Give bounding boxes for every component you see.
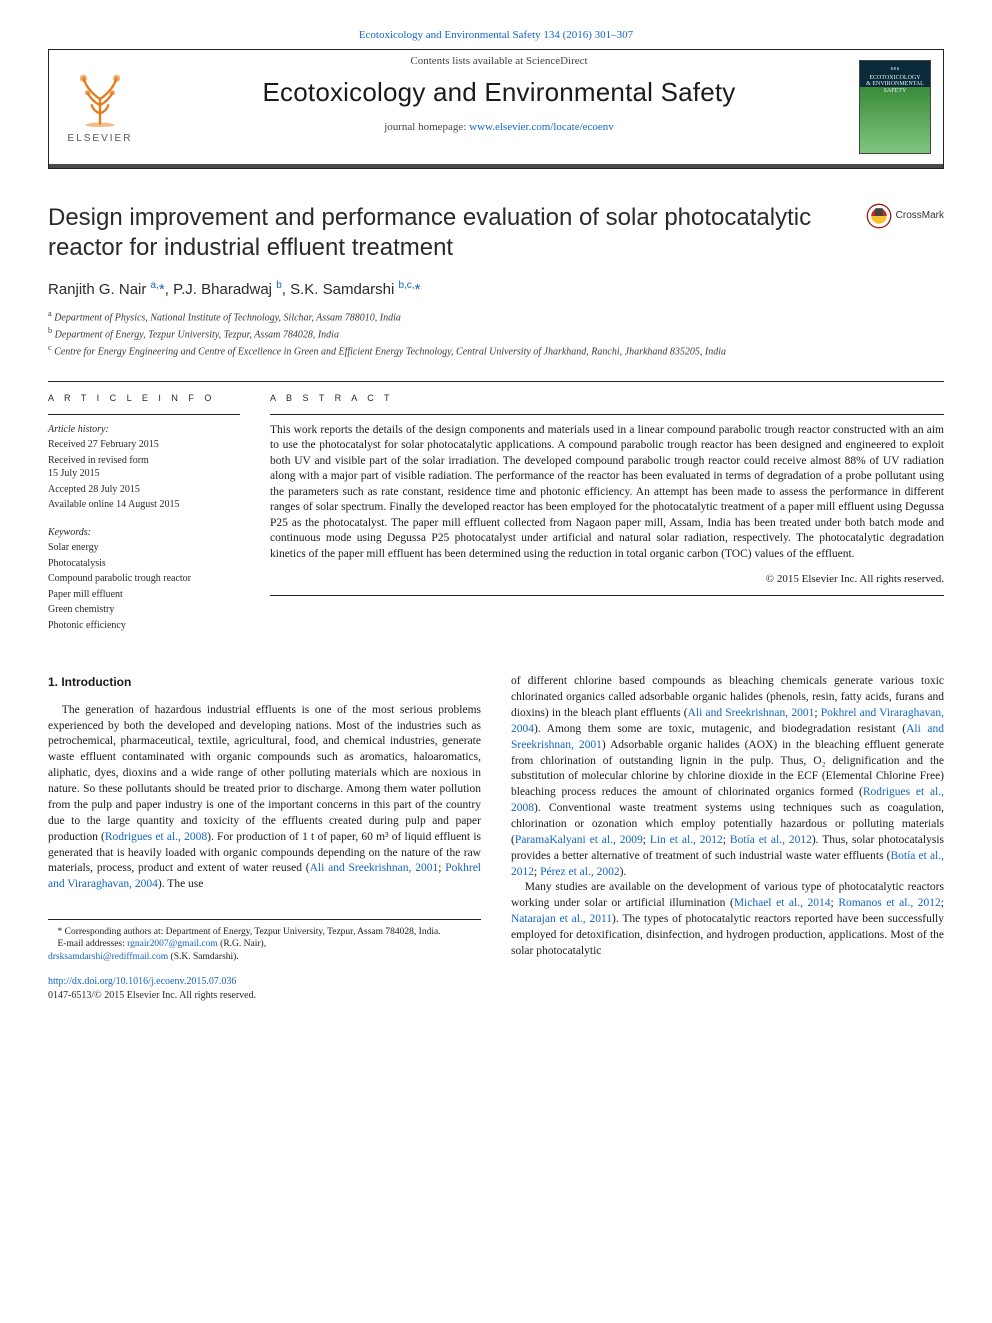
- abstract-heading: A B S T R A C T: [270, 392, 944, 404]
- citation-link[interactable]: Michael et al., 2014: [734, 897, 831, 909]
- corresponding-author: * Corresponding authors at: Department o…: [48, 926, 481, 938]
- citation-link[interactable]: Natarajan et al., 2011: [511, 913, 612, 925]
- paper-title: Design improvement and performance evalu…: [48, 203, 828, 263]
- citation-link[interactable]: Botía et al., 2012: [730, 834, 812, 846]
- received-date: Received 27 February 2015: [48, 438, 240, 452]
- column-left: 1. Introduction The generation of hazard…: [48, 674, 481, 1002]
- article-info-heading: A R T I C L E I N F O: [48, 392, 240, 404]
- citation-link[interactable]: Ali and Sreekrishnan, 2001: [310, 862, 439, 874]
- citation-link[interactable]: Ali and Sreekrishnan, 2001: [688, 707, 815, 719]
- doi-link[interactable]: http://dx.doi.org/10.1016/j.ecoenv.2015.…: [48, 975, 481, 989]
- email-link[interactable]: rgnair2007@gmail.com: [127, 939, 218, 949]
- journal-title: Ecotoxicology and Environmental Safety: [151, 69, 847, 120]
- keywords-heading: Keywords:: [48, 526, 240, 540]
- section-heading-intro: 1. Introduction: [48, 674, 481, 691]
- footnotes: * Corresponding authors at: Department o…: [48, 919, 481, 963]
- elsevier-logo: ELSEVIER: [61, 68, 139, 146]
- history-heading: Article history:: [48, 423, 240, 437]
- citation-link[interactable]: Rodrigues et al., 2008: [105, 831, 207, 843]
- running-head: Ecotoxicology and Environmental Safety 1…: [48, 28, 944, 43]
- accepted-date: Accepted 28 July 2015: [48, 483, 240, 497]
- elsevier-wordmark: ELSEVIER: [68, 132, 133, 146]
- abstract-copyright: © 2015 Elsevier Inc. All rights reserved…: [270, 572, 944, 587]
- abstract-column: A B S T R A C T This work reports the de…: [270, 392, 944, 635]
- citation-link[interactable]: Pérez et al., 2002: [540, 866, 620, 878]
- keyword: Compound parabolic trough reactor: [48, 572, 240, 586]
- elsevier-tree-icon: [69, 68, 131, 130]
- intro-paragraph-2: Many studies are available on the develo…: [511, 880, 944, 959]
- keyword: Green chemistry: [48, 603, 240, 617]
- body-columns: 1. Introduction The generation of hazard…: [48, 674, 944, 1002]
- intro-paragraph-1-cont: of different chlorine based compounds as…: [511, 674, 944, 880]
- issn-rights: 0147-6513/© 2015 Elsevier Inc. All right…: [48, 989, 481, 1003]
- authors-line: Ranjith G. Nair a,*, P.J. Bharadwaj b, S…: [48, 279, 944, 300]
- online-date: Available online 14 August 2015: [48, 498, 240, 512]
- affiliations: a Department of Physics, National Instit…: [48, 308, 944, 358]
- journal-home-link[interactable]: www.elsevier.com/locate/ecoenv: [469, 121, 614, 133]
- contents-line: Contents lists available at ScienceDirec…: [151, 50, 847, 69]
- crossmark-badge[interactable]: CrossMark: [866, 203, 944, 229]
- keyword: Photonic efficiency: [48, 619, 240, 633]
- revised-date: Received in revised form15 July 2015: [48, 454, 240, 481]
- sciencedirect-link[interactable]: ScienceDirect: [526, 55, 588, 67]
- intro-paragraph-1: The generation of hazardous industrial e…: [48, 703, 481, 893]
- journal-cover-thumb: ees ECOTOXICOLOGY& ENVIRONMENTALSAFETY: [859, 60, 931, 154]
- crossmark-icon: [866, 203, 892, 229]
- keyword: Paper mill effluent: [48, 588, 240, 602]
- citation-link[interactable]: ParamaKalyani et al., 2009: [515, 834, 643, 846]
- cover-thumb-title: ECOTOXICOLOGY& ENVIRONMENTALSAFETY: [860, 75, 930, 95]
- journal-home-line: journal homepage: www.elsevier.com/locat…: [151, 120, 847, 145]
- divider: [48, 381, 944, 382]
- keyword: Photocatalysis: [48, 557, 240, 571]
- citation-link[interactable]: Lin et al., 2012: [650, 834, 723, 846]
- abstract-text: This work reports the details of the des…: [270, 423, 944, 563]
- article-info-column: A R T I C L E I N F O Article history: R…: [48, 392, 240, 635]
- running-head-link[interactable]: Ecotoxicology and Environmental Safety 1…: [359, 29, 633, 41]
- header-bottom-bar: [49, 164, 943, 168]
- column-right: of different chlorine based compounds as…: [511, 674, 944, 1002]
- journal-header: ELSEVIER Contents lists available at Sci…: [48, 49, 944, 169]
- email-link[interactable]: drsksamdarshi@rediffmail.com: [48, 952, 168, 962]
- email-line: E-mail addresses: rgnair2007@gmail.com (…: [48, 938, 481, 963]
- keyword: Solar energy: [48, 541, 240, 555]
- citation-link[interactable]: Romanos et al., 2012: [838, 897, 940, 909]
